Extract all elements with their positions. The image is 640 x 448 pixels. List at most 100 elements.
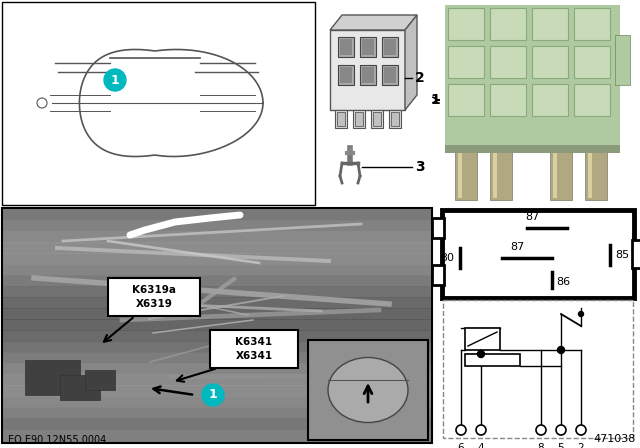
Text: 1: 1 [430,93,440,107]
Bar [360,65,376,85]
Text: 8: 8 [538,443,544,448]
Circle shape [556,425,566,435]
Circle shape [456,425,466,435]
Bar [371,110,383,128]
Bar [335,110,347,128]
Bar [442,210,634,298]
Text: 3: 3 [415,160,424,174]
Circle shape [477,350,484,358]
Bar [2,208,432,443]
Bar [308,340,428,440]
Text: K6341
X6341: K6341 X6341 [236,337,273,361]
Bar [532,8,568,40]
Bar [384,67,396,83]
Bar [574,84,610,116]
Bar [362,67,374,83]
Bar [3,374,431,386]
Bar [3,308,431,320]
Circle shape [579,311,584,316]
Circle shape [476,425,486,435]
Bar [615,35,630,85]
Bar [465,328,500,350]
Bar [445,145,620,153]
Bar [3,330,431,342]
Bar [443,300,633,438]
Bar [3,407,431,419]
Bar [3,319,431,331]
Text: EO E90 12N55 0004: EO E90 12N55 0004 [8,435,106,445]
Bar [3,209,431,221]
Bar [585,145,607,200]
Text: 1: 1 [209,388,218,401]
Circle shape [536,425,546,435]
Polygon shape [405,15,417,110]
Circle shape [202,384,224,406]
Bar [337,112,345,126]
Bar [210,330,298,368]
Bar [3,396,431,408]
Bar [384,39,396,55]
Text: 85: 85 [615,250,629,260]
Bar [465,354,520,366]
Bar [445,5,620,150]
Bar [448,8,484,40]
Bar [3,220,431,232]
Bar [3,352,431,364]
Polygon shape [330,15,417,30]
Bar [3,297,431,309]
Bar [432,218,444,238]
Bar [3,418,431,430]
Bar [448,84,484,116]
Bar [458,148,462,198]
Bar [373,112,381,126]
Bar [362,39,374,55]
Circle shape [557,346,564,353]
Bar [553,148,557,198]
Bar [448,46,484,78]
Bar [455,145,477,200]
Bar [330,30,405,110]
Bar [3,242,431,254]
Bar [2,2,315,205]
Bar [3,231,431,243]
Bar [490,8,526,40]
Bar [574,46,610,78]
Text: 4: 4 [477,443,484,448]
Bar [3,385,431,397]
Bar [490,145,512,200]
Text: 87: 87 [510,242,524,252]
Bar [532,46,568,78]
Bar [532,84,568,116]
Text: 86: 86 [556,277,570,287]
Bar [85,370,115,390]
Bar [389,110,401,128]
Bar [355,112,363,126]
Bar [3,341,431,353]
Bar [338,65,354,85]
Bar [490,84,526,116]
Text: 87: 87 [525,212,539,222]
Text: 2: 2 [578,443,584,448]
Text: 2: 2 [415,71,425,85]
Bar [493,148,497,198]
Text: K6319a
X6319: K6319a X6319 [132,285,176,309]
Bar [108,278,200,316]
Bar [574,8,610,40]
Bar [3,253,431,265]
Bar [338,37,354,57]
Bar [382,65,398,85]
Bar [382,37,398,57]
Bar [340,67,352,83]
Bar [60,375,100,400]
Bar [353,110,365,128]
Bar [360,37,376,57]
Bar [3,363,431,375]
Circle shape [104,69,126,91]
Bar [340,39,352,55]
Bar [391,112,399,126]
Bar [3,264,431,276]
Circle shape [576,425,586,435]
Bar [3,286,431,298]
Text: 1: 1 [111,73,120,86]
Bar [25,360,80,395]
